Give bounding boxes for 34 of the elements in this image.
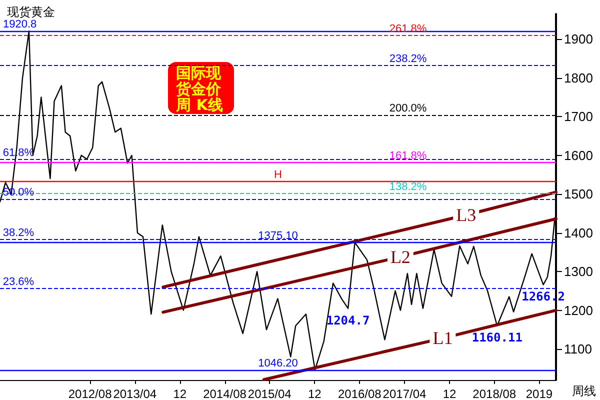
x-tick-label: 2018/08 — [472, 387, 516, 400]
x-tick-label: 2019 — [526, 387, 553, 400]
y-tick-label: 1100 — [564, 342, 592, 357]
annotation: 200.0% — [389, 102, 427, 115]
chart-title: 现货黄金 — [7, 5, 55, 19]
y-tick-label: 1200 — [564, 302, 593, 318]
y-tick-label: 1900 — [564, 32, 593, 47]
x-tick-label: 2015/04 — [248, 387, 292, 400]
annotation: 23.6% — [2, 276, 34, 288]
x-tick-label: 2013/04 — [113, 387, 157, 400]
x-tick-label: 2012/08 — [68, 387, 112, 400]
y-tick-label: 1800 — [564, 70, 593, 86]
x-tick-label: 2014/08 — [203, 387, 247, 400]
x-tick-label: 12 — [173, 387, 187, 400]
annotation: 238.2% — [389, 53, 427, 66]
y-tick-label: 1500 — [564, 186, 593, 202]
y-tick-label: 1400 — [564, 225, 593, 240]
x-tick-label: 2016/08 — [338, 387, 382, 400]
ref-line-label: H — [274, 168, 282, 181]
annotation: 38.2% — [2, 226, 34, 239]
annotation: 1204.7 — [326, 313, 370, 328]
x-tick-label: 12 — [308, 387, 322, 400]
text: 周线 — [572, 384, 596, 398]
y-tick-label: 1600 — [564, 148, 593, 163]
ref-line-label: 1920.8 — [3, 18, 37, 31]
x-tick-label: 2017/04 — [382, 387, 427, 400]
annotation: 1160.11 — [472, 330, 522, 345]
x-tick-label: 12 — [442, 387, 457, 400]
ref-line-label: 1046.20 — [258, 357, 298, 370]
y-tick-label: 1700 — [564, 109, 593, 124]
text: 国际现货金价周 K线 — [175, 64, 223, 114]
annotation: 138.2% — [389, 180, 427, 193]
ref-line-label: 1375.10 — [258, 230, 298, 242]
y-tick-label: 1300 — [564, 264, 593, 280]
